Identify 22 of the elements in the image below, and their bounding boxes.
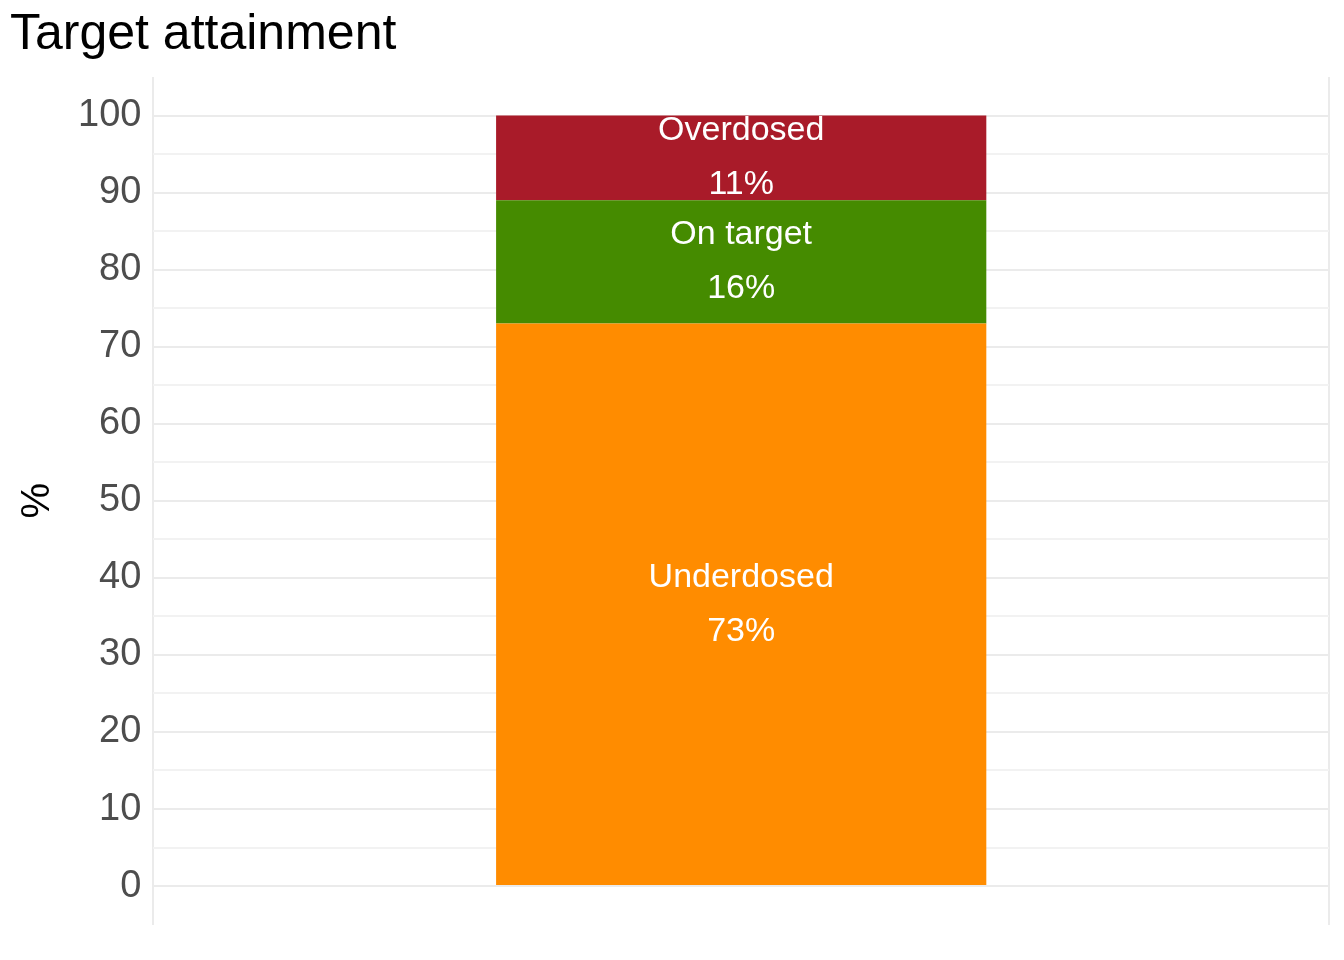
data-label: 16% [707,267,776,306]
y-tick-label: 90 [99,169,142,212]
y-axis-title: % [13,483,58,519]
y-tick-label: 70 [99,323,142,366]
data-label: 11% [708,163,774,202]
bar [496,323,987,886]
series-label: On target [670,213,813,252]
y-tick-label: 30 [99,631,142,674]
series-label: Overdosed [658,109,825,148]
y-tick-label: 50 [99,477,142,520]
series-label: Underdosed [648,555,834,594]
bar [496,200,987,324]
y-tick-label: 0 [120,862,142,905]
y-tick-label: 20 [99,708,142,751]
chart-title: Target attainment [10,3,397,60]
y-tick-label: 60 [99,400,142,443]
bar [496,115,987,201]
y-tick-label: 100 [78,92,142,135]
data-label: 73% [707,609,776,648]
y-tick-label: 10 [99,785,142,828]
y-tick-label: 80 [99,246,142,289]
y-tick-label: 40 [99,554,142,597]
